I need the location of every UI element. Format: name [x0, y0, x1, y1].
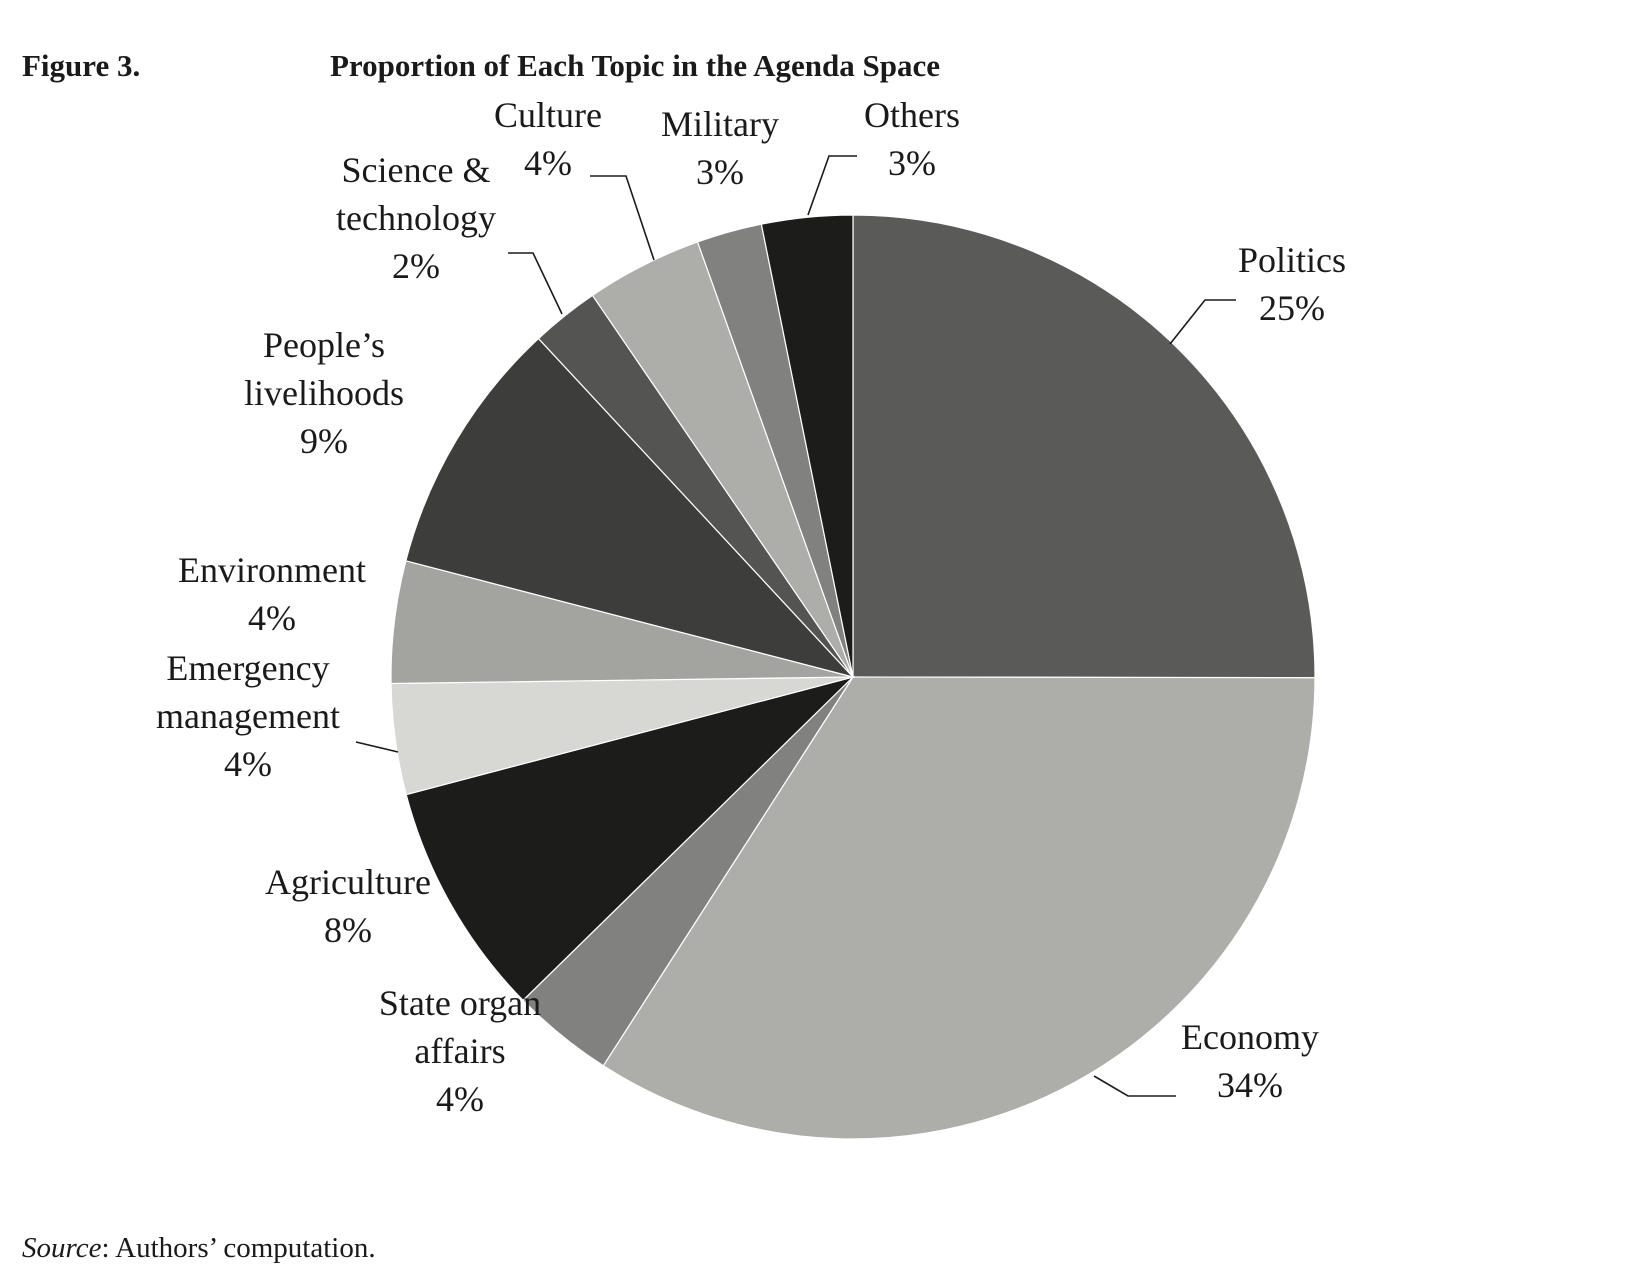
slice-name-label: technology: [336, 198, 496, 238]
slice-label: Science & technology 2%: [336, 150, 496, 286]
slice-name-label: Environment: [178, 550, 366, 590]
slice-percent-label: 3%: [696, 152, 744, 192]
leader-line: [355, 741, 399, 753]
slice-percent-label: 4%: [224, 744, 272, 784]
slice-name-label: Economy: [1181, 1017, 1319, 1057]
slice-label: Environment 4%: [178, 550, 366, 638]
pie-slice-economy: [602, 676, 1316, 1140]
figure-number: Figure 3.: [22, 48, 141, 83]
slice-label: Military 3%: [661, 104, 779, 192]
chart-title: Proportion of Each Topic in the Agenda S…: [330, 48, 941, 83]
leader-line: [1093, 1075, 1176, 1097]
leader-line: [508, 252, 563, 315]
slice-name-label: State organ: [379, 983, 541, 1023]
slice-percent-label: 34%: [1217, 1065, 1283, 1105]
slice-percent-label: 8%: [324, 910, 372, 950]
slice-name-label: livelihoods: [244, 373, 404, 413]
slice-label: Politics 25%: [1238, 240, 1346, 328]
slice-name-label: affairs: [414, 1031, 505, 1071]
slice-label: People’s livelihoods 9%: [244, 325, 404, 461]
slice-name-label: Military: [661, 104, 779, 144]
slice-name-label: Others: [864, 95, 960, 135]
slice-label: Others 3%: [864, 95, 960, 183]
slice-percent-label: 3%: [888, 143, 936, 183]
slice-percent-label: 4%: [248, 598, 296, 638]
source-label: Source: [22, 1232, 102, 1264]
slice-label: Agriculture 8%: [265, 862, 431, 950]
slice-name-label: Politics: [1238, 240, 1346, 280]
slice-label: Economy 34%: [1181, 1017, 1319, 1105]
slice-name-label: People’s: [263, 325, 385, 365]
slice-percent-label: 4%: [524, 143, 572, 183]
slice-percent-label: 9%: [300, 421, 348, 461]
source-note: Source: Authors’ computation.: [22, 1232, 376, 1265]
leader-line: [807, 155, 857, 216]
pie-slice-politics: [852, 214, 1316, 679]
slice-percent-label: 4%: [436, 1079, 484, 1119]
slice-labels: Politics 25% Economy 34% State organ affairs 4…: [156, 95, 1346, 1119]
slice-name-label: Agriculture: [265, 862, 431, 902]
pie-slice-others: [760, 214, 854, 678]
leader-lines: [355, 155, 1236, 1097]
slice-name-label: Science &: [342, 150, 491, 190]
slice-name-label: Emergency: [166, 648, 329, 688]
pie-slice-people-s-livelihoods: [405, 337, 855, 679]
slice-percent-label: 2%: [392, 246, 440, 286]
leader-line: [1169, 299, 1236, 345]
leader-line: [590, 175, 655, 261]
pie-slice-agriculture: [405, 675, 856, 1002]
slice-percent-label: 25%: [1259, 288, 1325, 328]
slice-name-label: management: [156, 696, 340, 736]
slice-label: Emergency management 4%: [156, 648, 340, 784]
pie-slices: [390, 214, 1316, 1140]
slice-label: Culture 4%: [494, 95, 602, 183]
source-text: : Authors’ computation.: [101, 1232, 376, 1264]
slice-name-label: Culture: [494, 95, 602, 135]
slice-label: State organ affairs 4%: [379, 983, 541, 1119]
